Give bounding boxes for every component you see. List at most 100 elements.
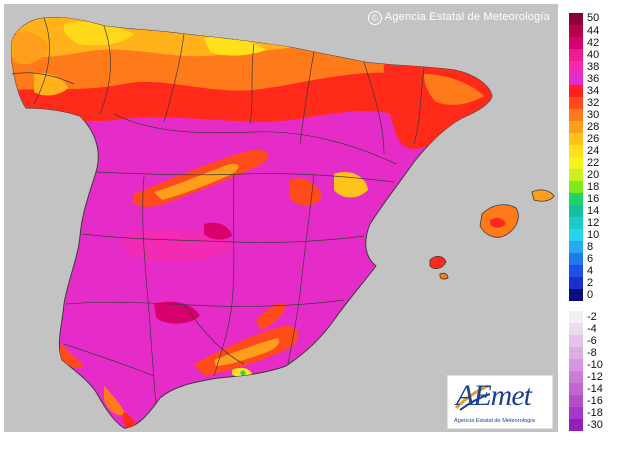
legend-swatch [569, 395, 583, 407]
legend-row: -10 [569, 359, 619, 371]
legend-label: 36 [587, 73, 600, 85]
legend-swatch [569, 371, 583, 383]
legend-negative: -2 -4 -6 -8 -10 -12 -14 -16 -18 -30 [569, 311, 619, 431]
formentera [439, 272, 449, 280]
legend-label: 10 [587, 229, 600, 241]
legend-label: -10 [587, 359, 603, 371]
legend-row: -30 [569, 419, 619, 431]
legend-row: 2 [569, 277, 619, 289]
legend-row: -8 [569, 347, 619, 359]
legend-swatch [569, 85, 583, 97]
legend-swatch [569, 49, 583, 61]
legend-swatch [569, 133, 583, 145]
legend-row: 24 [569, 145, 619, 157]
legend-row: -2 [569, 311, 619, 323]
legend-label: 4 [587, 265, 594, 277]
legend-swatch [569, 359, 583, 371]
legend-swatch [569, 311, 583, 323]
ibiza [429, 256, 447, 270]
legend-row: 34 [569, 85, 619, 97]
legend-label: -2 [587, 311, 597, 323]
legend-label: -6 [587, 335, 597, 347]
aemet-subtitle: Agencia Estatal de Meteorología [454, 418, 535, 424]
province-borders [11, 17, 425, 405]
legend-swatch [569, 37, 583, 49]
legend-row: 36 [569, 73, 619, 85]
legend-swatch [569, 205, 583, 217]
legend-label: 28 [587, 121, 600, 133]
legend-row: 40 [569, 49, 619, 61]
legend-label: -30 [587, 419, 603, 431]
legend-swatch [569, 217, 583, 229]
legend-label: 38 [587, 61, 600, 73]
legend-swatch [569, 181, 583, 193]
legend-swatch [569, 73, 583, 85]
legend-swatch [569, 277, 583, 289]
legend-row: 8 [569, 241, 619, 253]
legend-row: 22 [569, 157, 619, 169]
legend-swatch [569, 383, 583, 395]
aemet-swoosh-icon [454, 384, 491, 411]
legend-label: 0 [587, 289, 594, 301]
legend-swatch [569, 61, 583, 73]
legend-swatch [569, 97, 583, 109]
legend-label: 2 [587, 277, 594, 289]
legend-swatch [569, 145, 583, 157]
legend-swatch [569, 347, 583, 359]
legend-label: -14 [587, 383, 603, 395]
legend-row: 20 [569, 169, 619, 181]
legend-swatch [569, 335, 583, 347]
legend-row: 28 [569, 121, 619, 133]
legend-row: 32 [569, 97, 619, 109]
legend-swatch [569, 289, 583, 301]
legend-row: 14 [569, 205, 619, 217]
legend-row: 12 [569, 217, 619, 229]
legend-label: 34 [587, 85, 600, 97]
legend-label: 6 [587, 253, 594, 265]
legend-row: 18 [569, 181, 619, 193]
legend-swatch [569, 419, 583, 431]
aemet-wordmark: AEmet [456, 379, 532, 412]
spain-temperature-map [11, 17, 555, 429]
legend-row: 26 [569, 133, 619, 145]
copyright-notice: © Agencia Estatal de Meteorología [367, 11, 550, 25]
legend-row: 42 [569, 37, 619, 49]
legend-label: -4 [587, 323, 597, 335]
legend-swatch [569, 265, 583, 277]
aemet-logo: AEmet Agencia Estatal de Meteorología [447, 375, 553, 429]
temperature-map: © Agencia Estatal de Meteorología AEmet A… [4, 4, 558, 432]
legend-row: 6 [569, 253, 619, 265]
legend-label: 16 [587, 193, 600, 205]
legend-row: -16 [569, 395, 619, 407]
legend-row: -14 [569, 383, 619, 395]
legend-label: 32 [587, 97, 600, 109]
copyright-text: Agencia Estatal de Meteorología [384, 11, 550, 23]
legend-swatch [569, 193, 583, 205]
legend-row: 30 [569, 109, 619, 121]
legend-row: -6 [569, 335, 619, 347]
legend-swatch [569, 121, 583, 133]
legend-label: 44 [587, 25, 600, 37]
legend-row: -12 [569, 371, 619, 383]
legend-swatch [569, 13, 583, 25]
legend-swatch [569, 241, 583, 253]
legend-row: -4 [569, 323, 619, 335]
legend-swatch [569, 109, 583, 121]
legend-row: 50 [569, 12, 619, 25]
legend-positive: 50 44 42 40 38 36 34 32 30 28 26 24 22 20 18 16 14 12 10 8 6… [569, 12, 619, 301]
legend-label: 30 [587, 109, 600, 121]
legend-swatch [569, 25, 583, 37]
legend-label: 8 [587, 241, 594, 253]
legend-label: -18 [587, 407, 603, 419]
legend-swatch [569, 253, 583, 265]
legend-swatch [569, 169, 583, 181]
legend-swatch [569, 407, 583, 419]
legend-label: -12 [587, 371, 603, 383]
legend-label: 18 [587, 181, 600, 193]
legend-row: 44 [569, 25, 619, 37]
legend-label: 14 [587, 205, 600, 217]
legend-label: 42 [587, 37, 600, 49]
legend-label: 40 [587, 49, 600, 61]
legend-row: 0 [569, 289, 619, 301]
legend-label: 26 [587, 133, 600, 145]
